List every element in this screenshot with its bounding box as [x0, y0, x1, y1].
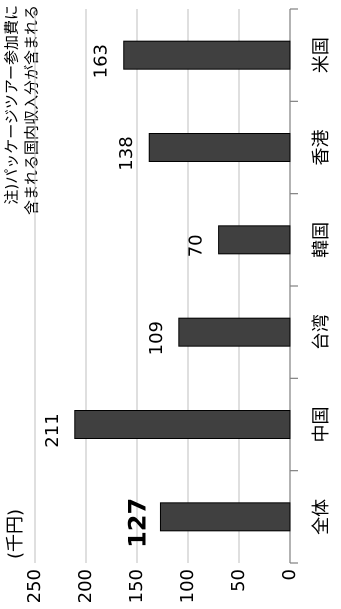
value-label: 138: [116, 136, 137, 170]
x-tick-label: 米国: [311, 37, 332, 73]
value-label: 109: [146, 321, 167, 355]
x-tick-label: 中国: [311, 407, 332, 443]
value-label: 163: [91, 44, 112, 78]
x-tick-label: 韓国: [311, 222, 332, 258]
rotated-chart: (千円) 注)パッケージツアー参加費に 含まれる国内収入分が含まれる 0 50 10…: [3, 5, 333, 603]
x-tick-label: 全体: [311, 499, 332, 535]
bar: [178, 317, 291, 347]
y-tick-label: 150: [126, 569, 147, 603]
bar: [218, 225, 291, 255]
x-tick-label: 台湾: [311, 314, 332, 350]
value-label: 211: [42, 413, 63, 447]
y-tick-label: 100: [177, 569, 198, 603]
value-label: 127: [123, 498, 151, 548]
bar: [74, 410, 291, 439]
y-tick-label: 250: [24, 569, 45, 603]
note-line: 注)パッケージツアー参加費に: [3, 5, 21, 205]
y-tick-label: 200: [75, 569, 96, 603]
y-tick-label: 0: [279, 569, 300, 580]
unit-label: (千円): [5, 509, 26, 559]
y-tick-label: 50: [228, 569, 249, 592]
note-line: 含まれる国内収入分が含まれる: [23, 5, 41, 215]
bar: [148, 133, 291, 162]
value-label: 70: [186, 234, 207, 257]
bar: [159, 502, 291, 532]
bar: [123, 40, 291, 70]
x-tick-label: 香港: [311, 130, 332, 166]
